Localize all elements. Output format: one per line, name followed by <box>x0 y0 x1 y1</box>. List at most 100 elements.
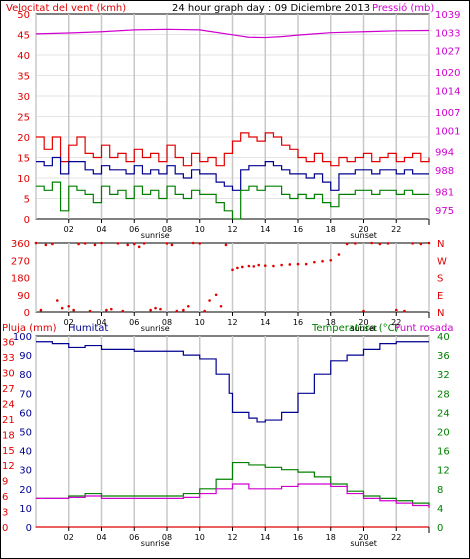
sunrise-label: sunrise <box>141 324 170 333</box>
x-tick-label: 22 <box>391 318 401 327</box>
humidity-y-tick-label: 50 <box>19 428 32 439</box>
temperature-y-tick-label: 4 <box>437 504 443 515</box>
rain-y-tick-label: 9 <box>2 477 8 488</box>
x-tick-label: 14 <box>260 318 270 327</box>
direction-point <box>44 243 48 247</box>
x-tick-label: 08 <box>162 225 172 234</box>
direction-point <box>72 308 75 312</box>
direction-point <box>224 243 228 247</box>
direction-point <box>159 307 162 311</box>
series-pressi-mb- <box>35 28 430 39</box>
humidity-y-tick-label: 90 <box>19 351 32 362</box>
series-punt-rosada <box>36 483 430 508</box>
x-tick-label: 10 <box>195 318 205 327</box>
temperature-y-tick-label: 40 <box>437 332 450 343</box>
direction-point <box>142 242 146 245</box>
x-tick-label: 16 <box>293 318 303 327</box>
direction-point <box>55 299 59 302</box>
direction-point <box>208 299 211 302</box>
direction-point <box>132 242 136 246</box>
wind-y-tick-label: 5 <box>24 195 30 206</box>
humidity-y-tick-label: 70 <box>19 389 32 400</box>
pressure-y-tick-label: 1020 <box>435 68 460 79</box>
rain-y-tick-label: 30 <box>2 369 15 380</box>
humidity-y-tick-label: 40 <box>19 447 32 458</box>
x-tick-label: 14 <box>260 533 270 542</box>
x-tick-label: 22 <box>391 225 401 234</box>
direction-point <box>370 241 373 245</box>
wind-speed-title: Velocitat del vent (kmh) <box>6 3 126 14</box>
humidity-y-tick-label: 30 <box>19 466 32 477</box>
series-velocitat-m-nima <box>36 181 429 220</box>
wind-y-tick-label: 20 <box>17 133 30 144</box>
direction-point <box>304 262 308 266</box>
rain-y-tick-label: 24 <box>2 399 15 410</box>
wind-y-tick-label: 40 <box>17 51 30 62</box>
direction-point <box>105 308 108 312</box>
temperature-y-tick-label: 12 <box>437 466 450 477</box>
direction-point <box>170 243 174 247</box>
wind-y-tick-label: 45 <box>17 31 30 42</box>
direction-point <box>337 253 341 256</box>
direction-point <box>137 245 141 249</box>
humidity-y-tick-label: 10 <box>19 504 32 515</box>
wind-y-tick-label: 30 <box>17 92 30 103</box>
rain-y-tick-label: 15 <box>2 446 15 457</box>
direction-point <box>60 306 64 310</box>
direction-point <box>100 241 103 245</box>
pressure-y-tick-label: 988 <box>435 166 454 177</box>
rain-y-tick-label: 6 <box>2 492 8 503</box>
direction-point <box>51 242 54 246</box>
direction-point <box>126 243 129 247</box>
x-tick-label: 16 <box>293 533 303 542</box>
direction-y-tick-label: 360 <box>11 239 30 250</box>
x-tick-label: 18 <box>326 533 336 542</box>
temperature-y-tick-label: 28 <box>437 389 450 400</box>
direction-point <box>329 258 333 262</box>
humidity-y-tick-label: 100 <box>13 332 32 343</box>
humidity-y-tick-label: 80 <box>19 370 32 381</box>
direction-point <box>378 242 382 246</box>
temperature-y-tick-label: 24 <box>437 408 450 419</box>
x-tick-label: 12 <box>227 225 237 234</box>
temperature-title: Temperatura (°C) <box>311 323 399 334</box>
direction-point <box>83 242 87 245</box>
direction-point <box>67 304 71 308</box>
direction-point <box>263 264 267 267</box>
rain-y-tick-label: 12 <box>2 461 15 472</box>
direction-point <box>154 306 157 310</box>
pressure-y-tick-label: 994 <box>435 148 454 159</box>
direction-point <box>288 263 292 266</box>
direction-point <box>241 265 244 269</box>
rain-y-tick-label: 21 <box>2 415 15 426</box>
series-r-fega <box>36 132 430 167</box>
x-tick-label: 04 <box>96 533 106 542</box>
sunrise-label: sunrise <box>141 539 170 548</box>
x-tick-label: 04 <box>96 318 106 327</box>
pressure-y-tick-label: 981 <box>435 187 454 198</box>
rain-y-tick-label: 3 <box>2 508 8 519</box>
rain-title: Pluja (mm) <box>2 323 57 334</box>
temperature-y-tick-label: 8 <box>437 485 443 496</box>
direction-point <box>219 304 223 308</box>
humidity-y-tick-label: 60 <box>19 408 32 419</box>
pressure-y-tick-label: 975 <box>435 206 454 217</box>
x-tick-label: 12 <box>227 318 237 327</box>
x-tick-label: 18 <box>326 318 336 327</box>
wind-y-tick-label: 10 <box>17 174 30 185</box>
x-tick-label: 20 <box>358 225 368 234</box>
x-tick-label: 06 <box>129 225 139 234</box>
direction-point <box>34 241 38 245</box>
wind-y-tick-label: 15 <box>17 154 30 165</box>
rain-y-tick-label: 27 <box>2 384 15 395</box>
direction-point <box>403 309 406 313</box>
pressure-title: Pressió (mb) <box>372 2 434 14</box>
x-tick-label: 06 <box>129 533 139 542</box>
direction-point <box>321 259 324 263</box>
direction-point <box>39 308 43 312</box>
sunset-label: sunset <box>350 231 377 240</box>
pressure-y-tick-label: 1007 <box>435 108 460 119</box>
direction-point <box>362 309 365 313</box>
temperature-y-tick-label: 20 <box>437 428 450 439</box>
direction-point <box>272 264 275 268</box>
